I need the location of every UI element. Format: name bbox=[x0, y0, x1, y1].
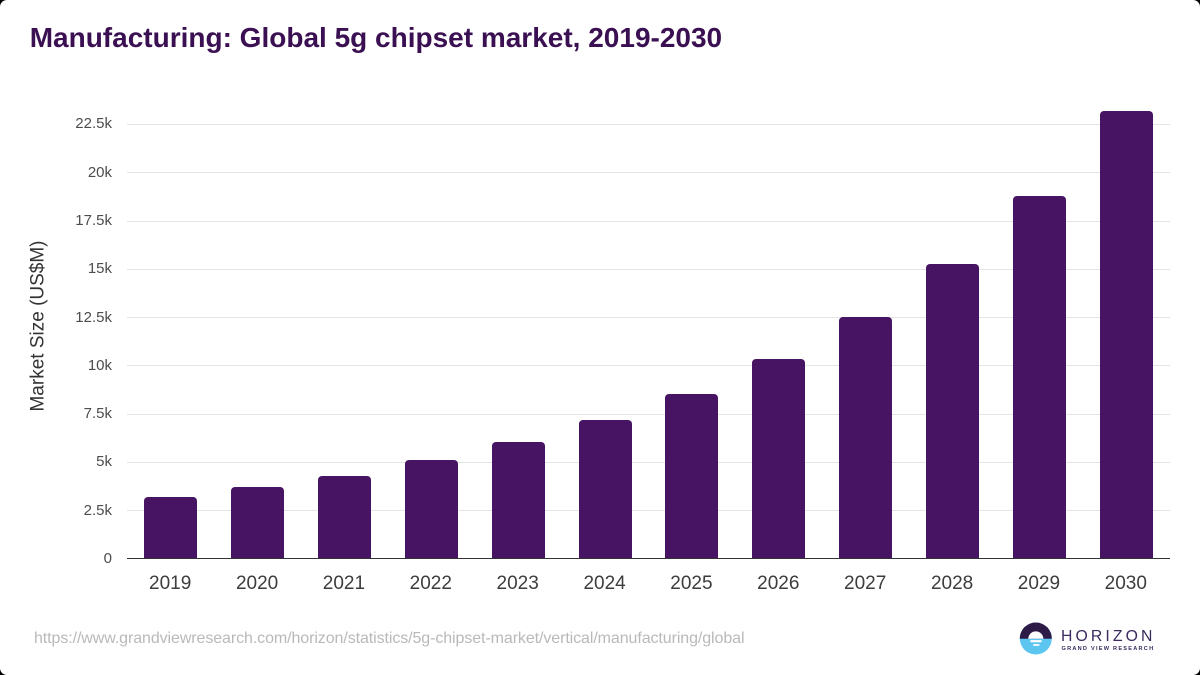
svg-text:HORIZON: HORIZON bbox=[1061, 628, 1156, 645]
svg-text:GRAND VIEW RESEARCH: GRAND VIEW RESEARCH bbox=[1062, 646, 1155, 652]
